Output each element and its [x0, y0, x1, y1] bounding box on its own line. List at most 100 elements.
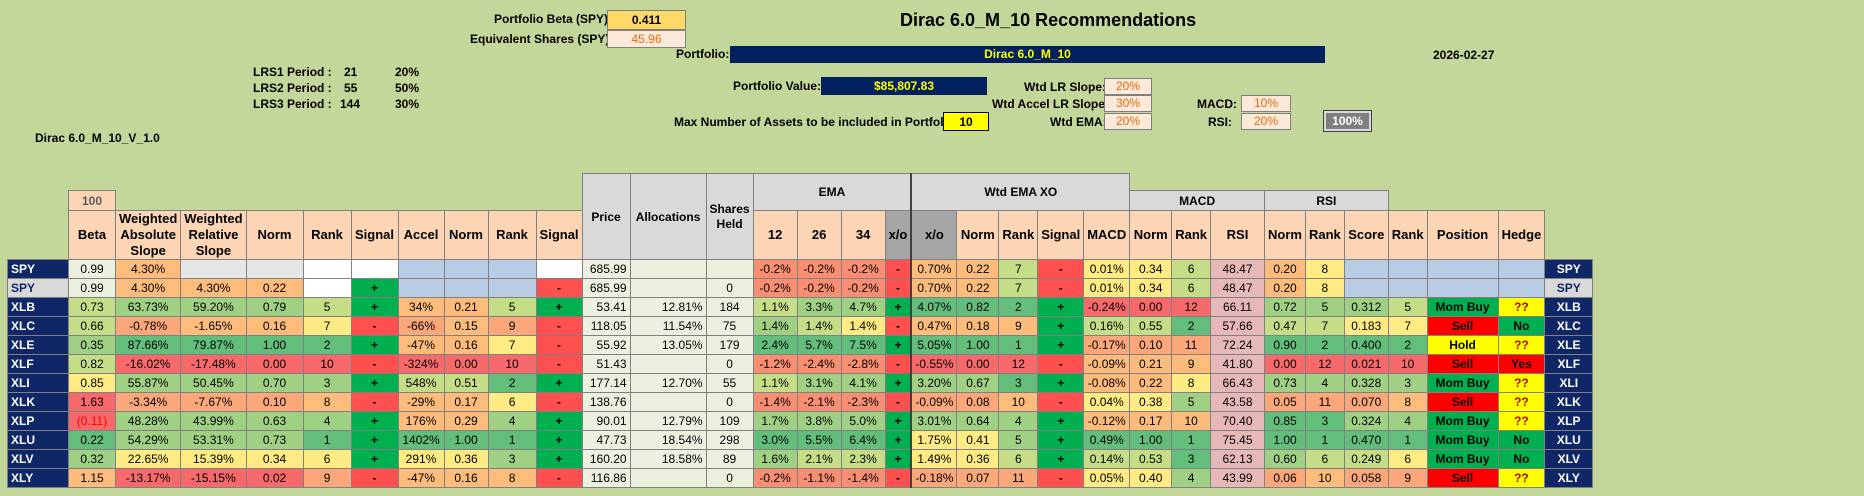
header-row-columns: Beta Weighted Absolute Slope Weighted Re…: [8, 210, 1599, 260]
cell-tk: XLP: [7, 411, 69, 431]
cell-shares: 89: [705, 449, 754, 469]
cell-alloc: 12.79%: [629, 411, 707, 431]
cell-e12: -0.2%: [752, 259, 798, 279]
cell-beta: 0.85: [68, 373, 116, 393]
cell-e26: 5.7%: [796, 335, 842, 355]
header-allocations: Allocations: [629, 173, 707, 260]
cell-n5: 0.20: [1264, 278, 1306, 298]
cell-hedge: Yes: [1497, 354, 1546, 374]
cell-rsi: 66.11: [1210, 297, 1266, 317]
cell-macd: -0.08%: [1083, 373, 1131, 393]
cell-r4: 2: [1171, 316, 1212, 336]
cell-n3: 1.00: [956, 335, 1000, 355]
cell-e34: 4.7%: [840, 297, 886, 317]
cell-tk: XLY: [7, 468, 69, 488]
table-row: XLF 0.82 -16.02% -17.48% 0.00 10- -324% 0.00 10-…: [7, 354, 1599, 374]
rsi-weight-value: 20%: [1241, 113, 1291, 130]
cell-wrs: 4.30%: [180, 278, 247, 298]
cell-hedge: No: [1497, 316, 1546, 336]
header-norm-5: Norm: [1264, 210, 1306, 260]
cell-wrs: 53.31%: [180, 430, 247, 450]
cell-price: 685.99: [581, 278, 631, 298]
cell-alloc: 12.81%: [629, 297, 707, 317]
header-group-macd: MACD: [1129, 190, 1266, 211]
cell-accel: -324%: [397, 354, 445, 374]
lrs3-period: 144: [340, 97, 361, 111]
cell-was: -0.78%: [114, 316, 182, 336]
cell-tk2: XLK: [1544, 392, 1594, 412]
cell-sig: -: [350, 316, 399, 336]
header-macd: MACD: [1083, 210, 1131, 260]
cell-n4: 0.21: [1129, 354, 1173, 374]
cell-s3: +: [1037, 335, 1085, 355]
cell-s2: -: [535, 392, 583, 412]
cell-e34: 7.5%: [840, 335, 886, 355]
cell-r4: 3: [1171, 449, 1212, 469]
cell-macd: 0.05%: [1083, 468, 1131, 488]
table-row: XLY 1.15 -13.17% -15.15% 0.02 9- -47% 0.16 8-116…: [7, 468, 1599, 488]
cell-rsi: 66.43: [1210, 373, 1266, 393]
cell-xo: -: [884, 278, 912, 298]
cell-n5: 0.00: [1264, 354, 1306, 374]
cell-wxo: -0.18%: [910, 468, 958, 488]
cell-r2: 7: [487, 335, 537, 355]
cell-n2: 0.21: [443, 297, 489, 317]
cell-s3: +: [1037, 316, 1085, 336]
cell-tk: XLU: [7, 430, 69, 450]
cell-n5: 0.72: [1264, 297, 1306, 317]
cell-rsi: 57.66: [1210, 316, 1266, 336]
cell-hedge: No: [1497, 449, 1546, 469]
cell-e34: 1.4%: [840, 316, 886, 336]
cell-r5: 1: [1304, 430, 1345, 450]
header-ema-34: 34: [840, 210, 886, 260]
cell-wrs: 79.87%: [180, 335, 247, 355]
lrs1-period: 21: [344, 65, 358, 79]
cell-s3: +: [1037, 411, 1085, 431]
cell-price: 51.43: [581, 354, 631, 374]
cell-r5: 3: [1304, 411, 1345, 431]
cell-e26: -2.4%: [796, 354, 842, 374]
cell-was: 54.29%: [114, 430, 182, 450]
cell-accel: -66%: [397, 316, 445, 336]
cell-price: 55.92: [581, 335, 631, 355]
cell-was: 55.87%: [114, 373, 182, 393]
cell-r5: 6: [1304, 449, 1345, 469]
cell-rank: 9: [1387, 468, 1428, 488]
cell-alloc: [629, 468, 707, 488]
cell-n3: 0.82: [956, 297, 1000, 317]
table-row: XLI 0.85 55.87% 50.45% 0.70 3 +548% 0.51 2 +177.1…: [7, 373, 1599, 393]
max-assets-input[interactable]: 10: [943, 112, 989, 131]
cell-r3: 7: [998, 278, 1039, 298]
cell-n4: 0.38: [1129, 392, 1173, 412]
cell-n5: 0.06: [1264, 468, 1306, 488]
cell-rsi: 62.13: [1210, 449, 1266, 469]
cell-price: 138.76: [581, 392, 631, 412]
cell-rank: 7: [1387, 316, 1428, 336]
cell-n2: 0.36: [443, 449, 489, 469]
cell-r3: 7: [998, 259, 1039, 279]
cell-e34: 2.3%: [840, 449, 886, 469]
cell-s3: +: [1037, 373, 1085, 393]
cell-tk: SPY: [7, 259, 69, 279]
cell-wxo: 0.70%: [910, 259, 958, 279]
cell-e12: 1.4%: [752, 316, 798, 336]
cell-n2: 1.00: [443, 430, 489, 450]
cell-tk: XLV: [7, 449, 69, 469]
cell-xo: -: [884, 259, 912, 279]
cell-score: 0.058: [1343, 468, 1389, 488]
lrs2-pct: 50%: [395, 81, 420, 95]
cell-wrs: 59.20%: [180, 297, 247, 317]
cell-beta: 0.99: [68, 259, 116, 279]
cell-alloc: [629, 392, 707, 412]
cell-xo: +: [884, 430, 912, 450]
cell-r2: 9: [487, 316, 537, 336]
recommendations-table: Price Allocations Shares Held EMA Wtd EM…: [7, 173, 1599, 488]
cell-rsi: 43.99: [1210, 468, 1266, 488]
cell-tk2: XLI: [1544, 373, 1594, 393]
cell-price: 47.73: [581, 430, 631, 450]
cell-e12: 1.1%: [752, 297, 798, 317]
header-weighted-relative-slope: Weighted Relative Slope: [180, 210, 247, 260]
cell-rank: [302, 278, 352, 298]
cell-pos: Mom Buy: [1426, 373, 1499, 393]
cell-r3: 6: [998, 449, 1039, 469]
